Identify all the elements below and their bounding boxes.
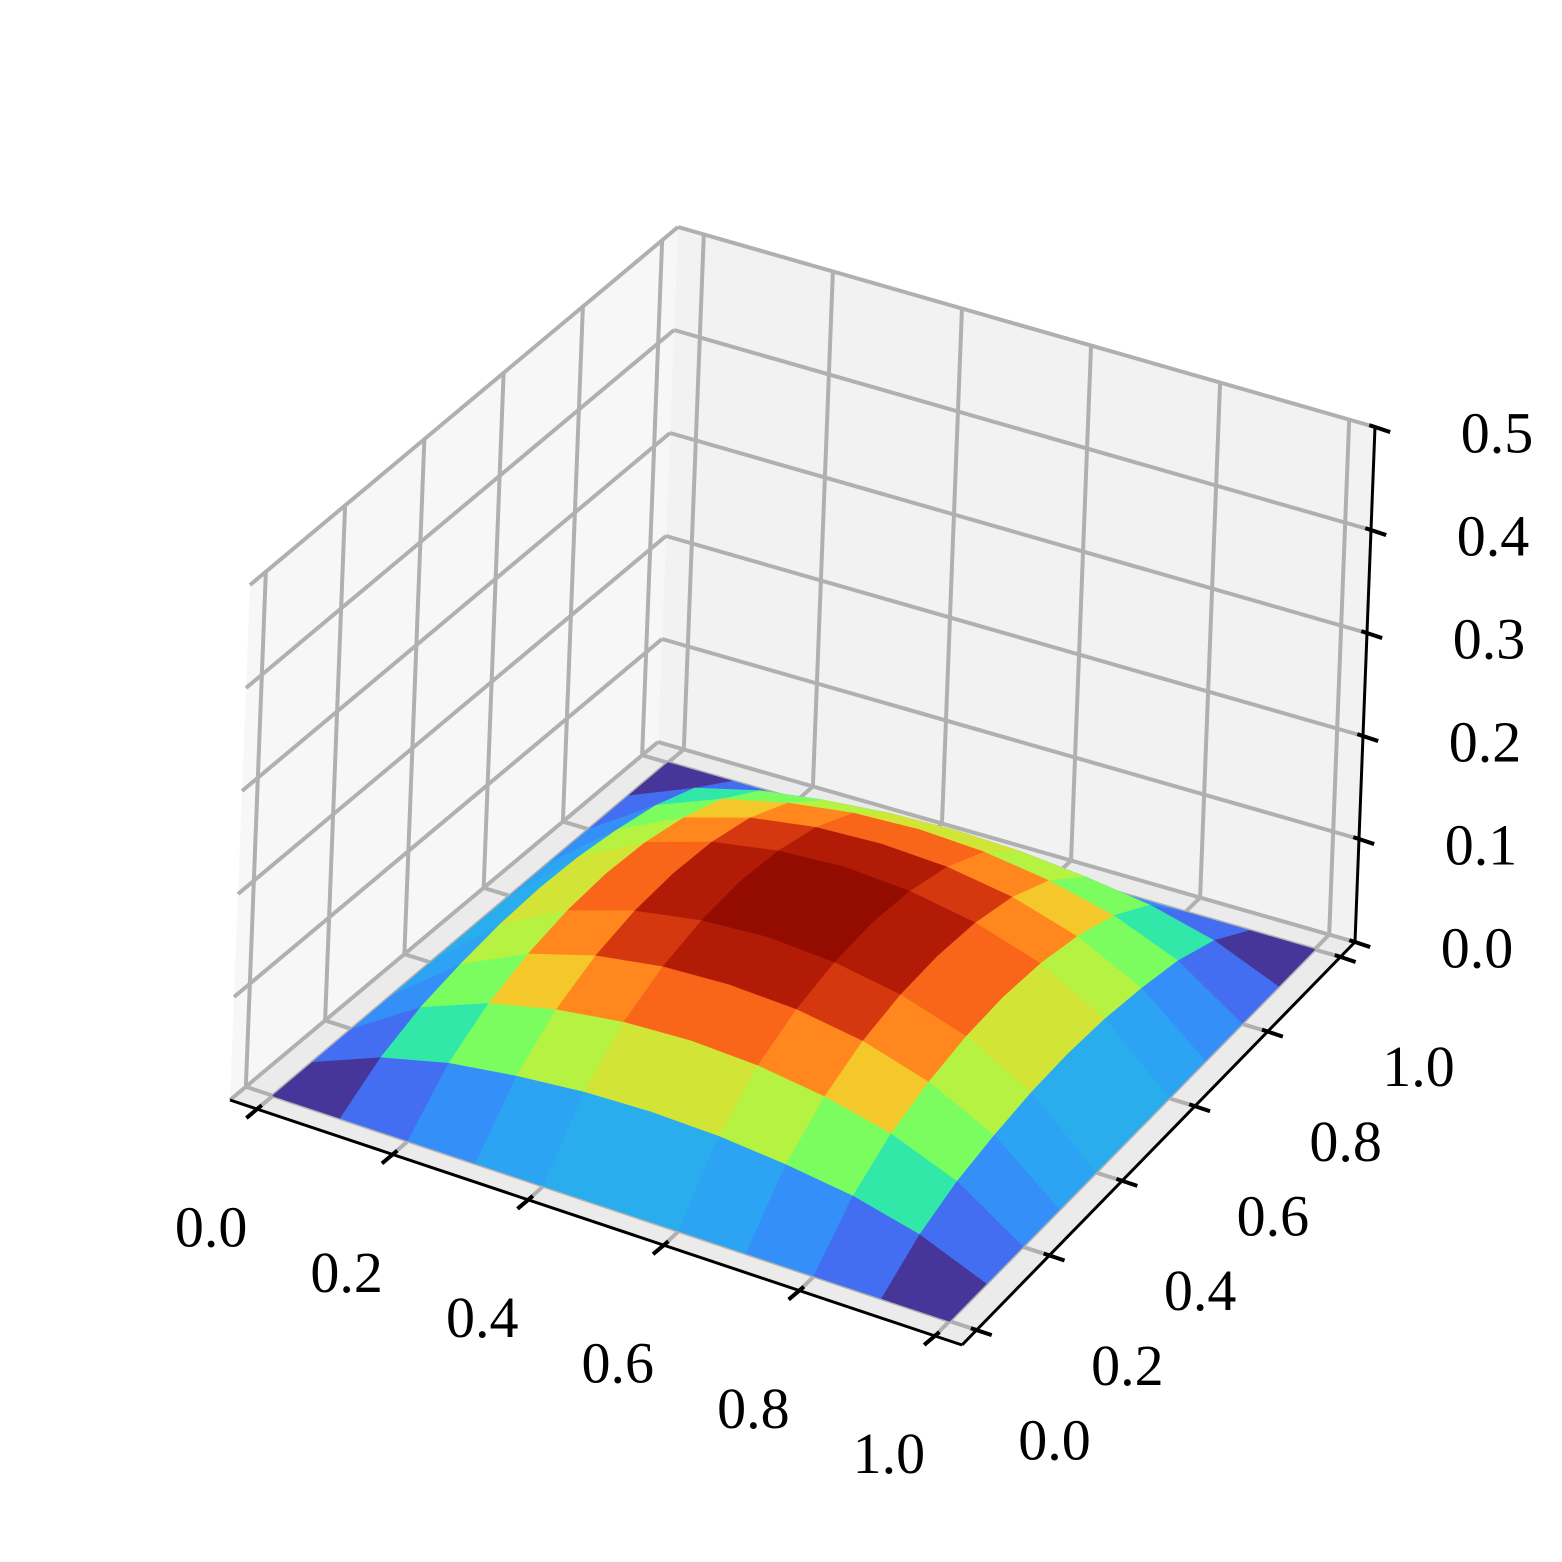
y-tick-label: 0.0	[1018, 1407, 1091, 1472]
x-tick-label: 0.4	[446, 1285, 519, 1350]
grid-line	[673, 328, 1372, 532]
tick-mark	[1348, 938, 1371, 949]
tick-mark	[1188, 1102, 1211, 1114]
y-axis-line	[960, 940, 1357, 1347]
tick-mark	[1356, 732, 1379, 743]
grid-line	[402, 439, 427, 955]
tick-mark	[651, 1239, 670, 1256]
grid-line	[661, 637, 1360, 841]
y-tick-label: 0.8	[1309, 1109, 1382, 1174]
tick-mark	[970, 1326, 993, 1338]
x-axis-line	[229, 1098, 963, 1347]
tick-mark	[1043, 1251, 1066, 1263]
back-pane	[658, 227, 1375, 942]
grid-line	[681, 234, 706, 750]
left-pane	[230, 227, 678, 1100]
tick-mark	[1352, 835, 1375, 846]
z-tick-label: 0.5	[1461, 400, 1534, 465]
grid-line	[669, 431, 1368, 635]
z-tick-label: 0.0	[1441, 915, 1514, 980]
y-tick-label: 1.0	[1382, 1034, 1455, 1099]
grid-line	[244, 328, 676, 690]
tick-mark	[1360, 629, 1383, 640]
x-tick-label: 0.2	[310, 1240, 383, 1305]
grid-line	[677, 225, 1376, 429]
z-tick-label: 0.4	[1457, 503, 1530, 568]
x-tick-label: 0.0	[175, 1194, 248, 1259]
tick-mark	[1115, 1177, 1138, 1188]
z-tick-label: 0.3	[1453, 606, 1526, 671]
z-axis-line	[1353, 426, 1377, 943]
tick-mark	[1368, 423, 1391, 434]
grid-line	[236, 534, 668, 896]
grid-line	[810, 271, 835, 787]
y-tick-label: 0.4	[1164, 1258, 1237, 1323]
z-tick-label: 0.2	[1449, 709, 1522, 774]
grid-line	[240, 431, 672, 793]
y-tick-label: 0.6	[1237, 1183, 1310, 1248]
grid-line	[939, 308, 964, 824]
tick-mark	[380, 1149, 399, 1165]
grid-line	[232, 637, 664, 999]
tick-mark	[1334, 953, 1357, 964]
tick-mark	[1364, 526, 1387, 537]
grid-line	[1327, 419, 1352, 935]
grid-line	[481, 372, 506, 888]
grid-line	[323, 505, 348, 1021]
tick-mark	[245, 1103, 263, 1120]
x-tick-label: 0.8	[717, 1376, 790, 1441]
x-tick-label: 1.0	[853, 1421, 926, 1486]
grid-line	[560, 306, 585, 822]
tick-mark	[516, 1194, 535, 1211]
y-tick-label: 0.2	[1091, 1333, 1164, 1398]
grid-line	[665, 534, 1364, 738]
grid-line	[640, 240, 665, 756]
tick-mark	[922, 1330, 941, 1347]
grid-line	[243, 571, 268, 1087]
grid-line	[657, 740, 1356, 944]
grid-line	[228, 740, 660, 1102]
tick-mark	[1261, 1027, 1284, 1039]
tick-mark	[787, 1285, 806, 1302]
grid-line	[1198, 382, 1223, 898]
x-tick-label: 0.6	[582, 1330, 655, 1395]
grid-line	[1069, 345, 1094, 861]
z-tick-label: 0.1	[1445, 812, 1518, 877]
grid-line	[248, 225, 680, 587]
surface-face	[881, 1234, 987, 1322]
